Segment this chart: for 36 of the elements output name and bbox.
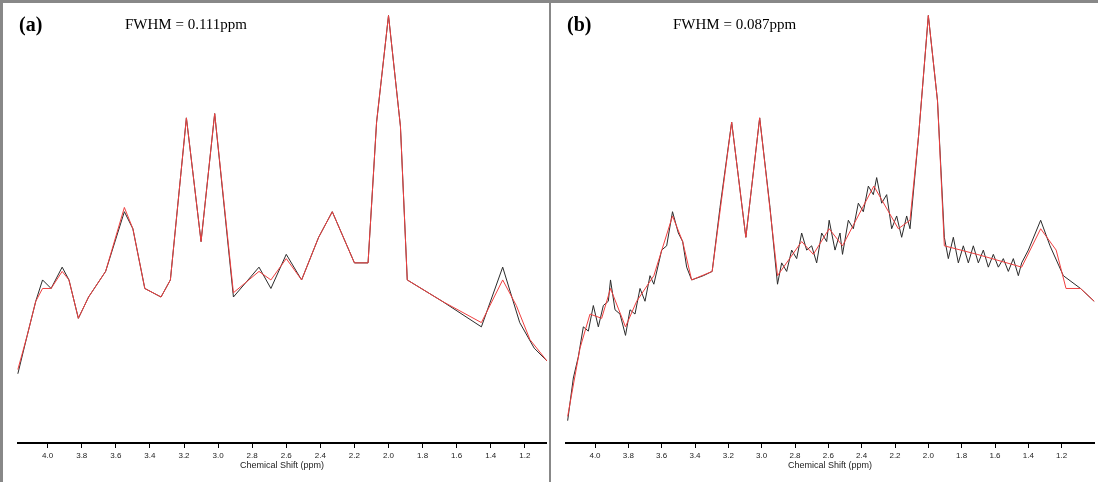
x-tick-label: 3.0: [756, 450, 768, 460]
x-tick-label: 2.4: [314, 450, 327, 460]
x-tick-label: 2.6: [822, 450, 835, 460]
x-tick-label: 3.2: [178, 450, 191, 460]
x-axis-title: Chemical Shift (ppm): [787, 459, 873, 470]
x-tick-label: 4.0: [589, 450, 602, 460]
x-tick-label: 1.6: [989, 450, 1002, 460]
x-tick-label: 3.2: [722, 450, 735, 460]
x-tick-label: 4.0: [42, 450, 54, 460]
x-tick-label: 2.4: [856, 450, 868, 460]
x-tick-label: 2.6: [280, 450, 293, 460]
x-tick-label: 3.6: [110, 450, 122, 460]
x-tick-label: 3.8: [76, 450, 88, 460]
x-tick-label: 1.8: [956, 450, 968, 460]
x-tick-label: 2.2: [348, 450, 361, 460]
x-tick-label: 1.4: [485, 450, 497, 460]
x-tick-label: 2.8: [789, 450, 802, 460]
x-tick-label: 3.4: [689, 450, 702, 460]
annotation: (a): [19, 13, 43, 36]
x-tick-label: 2.0: [922, 450, 935, 460]
x-tick-label: 3.4: [144, 450, 157, 460]
x-tick-label: 1.6: [451, 450, 463, 460]
x-tick-label: 1.8: [417, 450, 429, 460]
x-tick-label: 2.8: [246, 450, 259, 460]
x-axis-title: Chemical Shift (ppm): [239, 459, 325, 470]
x-tick-label: 3.6: [656, 450, 668, 460]
x-tick-label: 1.4: [1022, 450, 1035, 460]
x-tick-label: 1.2: [519, 450, 531, 460]
annotation: FWHM = 0.087ppm: [673, 16, 797, 32]
x-tick-label: 3.8: [622, 450, 635, 460]
annotation: (b): [567, 13, 592, 36]
annotation: FWHM = 0.111ppm: [125, 16, 248, 32]
x-tick-label: 2.0: [382, 450, 395, 460]
x-tick-label: 2.2: [889, 450, 902, 460]
x-tick-label: 1.2: [1056, 450, 1068, 460]
x-tick-label: 3.0: [212, 450, 225, 460]
